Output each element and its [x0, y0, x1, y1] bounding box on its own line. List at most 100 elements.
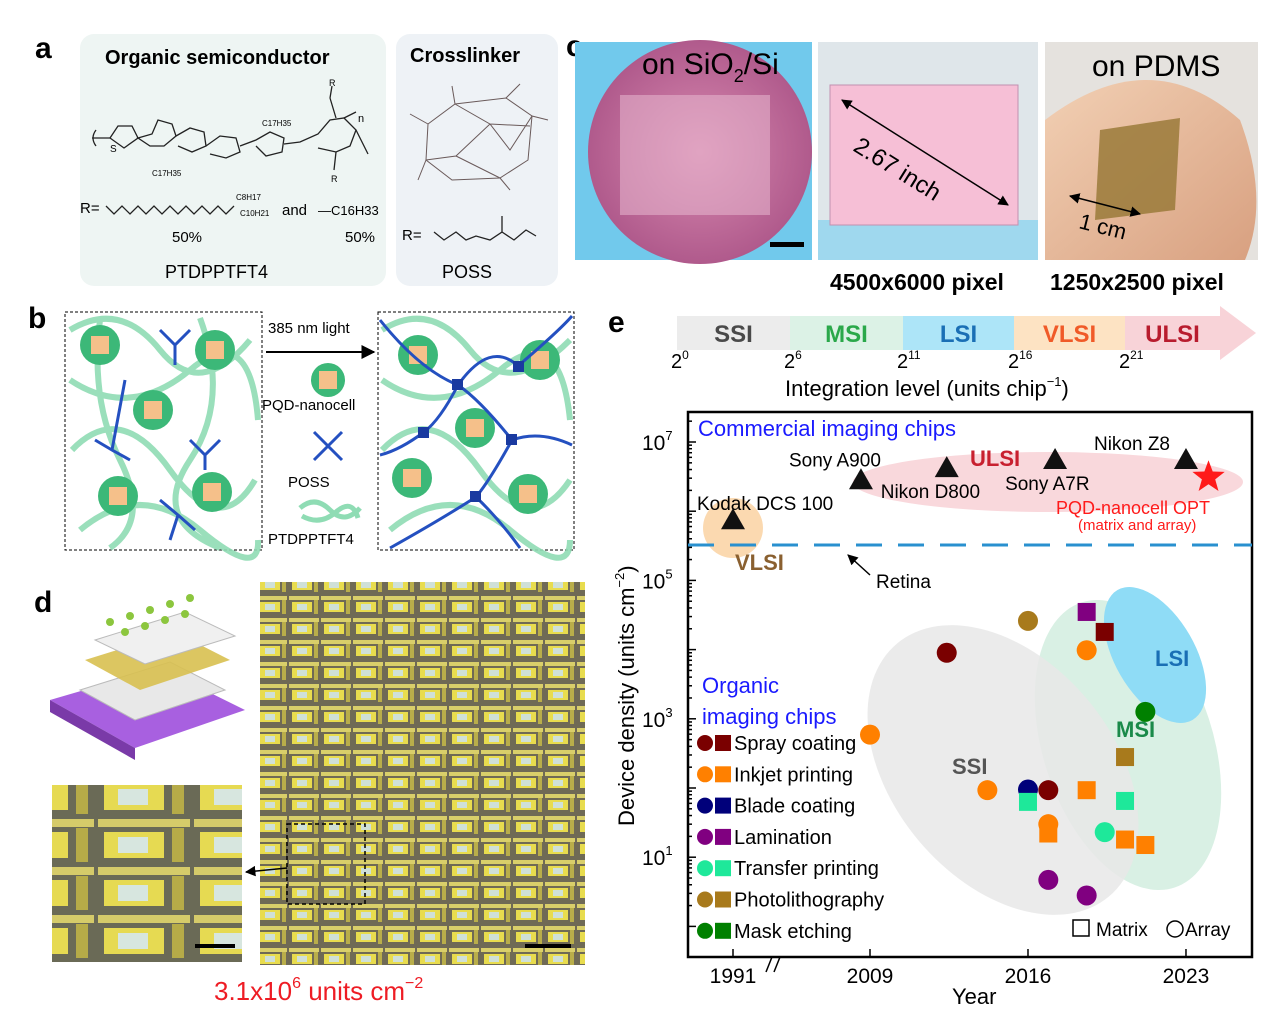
polymer-name: PTDPPTFT4	[165, 262, 268, 282]
integration-tick: 20	[671, 348, 689, 373]
polymer-label: PTDPPTFT4	[268, 531, 354, 548]
scale-bar-small	[195, 944, 235, 948]
x-axis-label: Year	[952, 984, 996, 1009]
commercial-chip-label: Nikon Z8	[1094, 434, 1170, 455]
legend-array-swatch	[697, 828, 713, 845]
organic-title-2: imaging chips	[702, 704, 837, 729]
scale-arrow	[1068, 193, 1142, 217]
commercial-chip-label: Sony A7R	[1005, 474, 1090, 495]
resolution-label-1: 4500x6000 pixel	[830, 269, 1004, 295]
method-legend: Spray coating Inkjet printing Blade coatin…	[697, 733, 884, 943]
side-chain-2: C17H35	[262, 119, 292, 128]
array-point	[1135, 701, 1156, 722]
resolution-label-2: 1250x2500 pixel	[1050, 269, 1224, 295]
pct-branched: 50%	[172, 229, 202, 246]
regions	[703, 452, 1243, 915]
x-axis-ticks: 1991 2009 2016 2023	[710, 949, 1209, 988]
highlight-label: PQD-nanocell OPT	[1056, 498, 1210, 518]
highlight-star-marker	[1192, 460, 1225, 491]
array-point	[1076, 885, 1097, 906]
y-tick-label: 105	[642, 566, 673, 593]
acrylate-chain	[433, 216, 537, 241]
x-tick-label: 2016	[1005, 965, 1052, 988]
integration-segment	[903, 316, 1014, 350]
region-label-lsi: LSI	[1155, 646, 1189, 671]
ssi-region	[867, 625, 1139, 915]
legend-matrix-swatch	[715, 922, 731, 939]
crosslinker-name: POSS	[442, 262, 492, 282]
legend-matrix-swatch	[715, 797, 731, 814]
integration-tick: 221	[1119, 348, 1144, 373]
and-text: and	[282, 202, 307, 219]
integration-level-label: SSI	[714, 321, 753, 348]
integration-segment	[1125, 316, 1220, 350]
panel-c: c on SiO2/Si 2.67 inch 1 cm on PDMS 4500…	[566, 30, 1258, 295]
legend-label: Transfer printing	[734, 858, 879, 880]
array-legend-label: Array	[1185, 920, 1231, 941]
panel-letter-b: b	[28, 302, 46, 335]
integration-segment	[790, 316, 903, 350]
x-tick-label: 1991	[710, 965, 757, 988]
device-stack-schematic	[50, 594, 245, 760]
matrix-point	[1018, 792, 1037, 811]
thiophene-s: S	[110, 144, 117, 155]
panel-a: a Organic semiconductor Crosslinker S C1…	[35, 32, 558, 286]
polymer-icon	[298, 499, 362, 523]
integration-segment	[677, 316, 790, 350]
arrow-head-icon	[1220, 306, 1256, 360]
panel-e: e SSI MSI LSI VLSI ULSI 20 26 211 216 221 Integra…	[608, 306, 1256, 1009]
y-axis-ticks: 107 105 103 101	[642, 420, 696, 928]
matrix-point	[1077, 781, 1096, 800]
integration-axis-label: Integration level (units chip−1)	[785, 374, 1069, 401]
poss-r-equals: R=	[402, 227, 422, 244]
wafer-photo: on SiO2/Si	[575, 40, 812, 264]
commercial-chip-label: Nikon D800	[881, 482, 980, 503]
substrate-label-pdms: on PDMS	[1092, 50, 1220, 83]
commercial-chip-marker	[721, 508, 745, 530]
x-tick-label: 2009	[847, 965, 894, 988]
legend-matrix-swatch	[715, 828, 731, 845]
legend-array-swatch	[697, 766, 713, 783]
r-group-top: R	[329, 78, 336, 88]
retina-arrow	[847, 554, 871, 576]
legend-matrix-swatch	[715, 891, 731, 908]
commercial-chip-marker	[1043, 447, 1068, 469]
integration-tick: 211	[897, 348, 921, 373]
integration-level-bar: SSI MSI LSI VLSI ULSI 20 26 211 216 221	[671, 306, 1256, 373]
array-point	[1076, 640, 1097, 661]
integration-level-label: LSI	[940, 321, 977, 348]
pct-linear: 50%	[345, 229, 375, 246]
legend-matrix-swatch	[715, 735, 731, 751]
region-label-ssi: SSI	[952, 754, 987, 779]
pqd-label: PQD-nanocell	[262, 397, 355, 414]
linear-chain: —C16H33	[318, 203, 379, 218]
region-label-ulsi: ULSI	[970, 446, 1020, 471]
highlight-note: (matrix and array)	[1078, 517, 1196, 534]
y-tick-label: 107	[642, 428, 673, 455]
panel-letter-d: d	[34, 586, 52, 619]
scale-bar	[770, 242, 804, 247]
r-group-bottom: R	[331, 174, 338, 184]
substrate-label-sio2: on SiO2/Si	[642, 48, 779, 86]
region-label-vlsi: VLSI	[735, 550, 784, 575]
glass-photo: 2.67 inch	[818, 42, 1038, 260]
array-point	[1094, 822, 1115, 843]
before-crosslinking-schematic	[64, 311, 263, 561]
branch-bottom: C10H21	[240, 209, 270, 218]
legend-array-swatch	[697, 922, 713, 939]
matrix-point	[1095, 622, 1114, 641]
commercial-chip-label: Sony A900	[789, 450, 881, 471]
side-chain-1: C17H35	[152, 169, 182, 178]
integration-level-label: VLSI	[1043, 321, 1096, 348]
light-label: 385 nm light	[268, 320, 351, 337]
organic-title-1: Organic	[702, 673, 779, 698]
r-equals: R=	[80, 200, 100, 217]
integration-segment	[1014, 316, 1125, 350]
zoom-arrow	[244, 865, 288, 877]
matrix-marker-icon	[1072, 919, 1090, 937]
array-point	[1038, 869, 1059, 890]
array-point	[977, 780, 998, 801]
retina-label: Retina	[876, 572, 931, 593]
poss-cage	[409, 83, 549, 191]
